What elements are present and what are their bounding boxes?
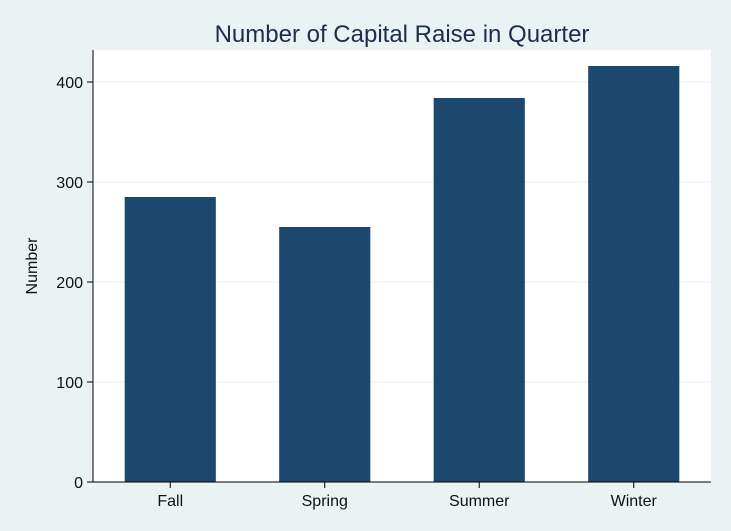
bars: [124, 66, 680, 482]
y-ticks: 0 100 200 300 400: [56, 75, 93, 492]
y-tick-label: 100: [56, 375, 83, 392]
axes: [92, 50, 711, 483]
x-tick-label: Spring: [302, 493, 348, 510]
y-tick-label: 400: [56, 75, 83, 92]
y-tick-label: 200: [56, 275, 83, 292]
y-tick-label: 300: [56, 175, 83, 192]
bar-fall: [124, 197, 216, 482]
bar-winter: [588, 66, 680, 482]
bar-summer: [433, 98, 525, 482]
bar-spring: [279, 227, 371, 482]
x-tick-label: Winter: [611, 493, 658, 510]
y-tick-label: 0: [74, 475, 83, 492]
x-tick-label: Fall: [157, 493, 183, 510]
x-tick-label: Summer: [449, 493, 510, 510]
chart-title: Number of Capital Raise in Quarter: [215, 21, 590, 48]
x-ticks: Fall Spring Summer Winter: [157, 482, 658, 510]
y-axis-label: Number: [24, 237, 41, 295]
